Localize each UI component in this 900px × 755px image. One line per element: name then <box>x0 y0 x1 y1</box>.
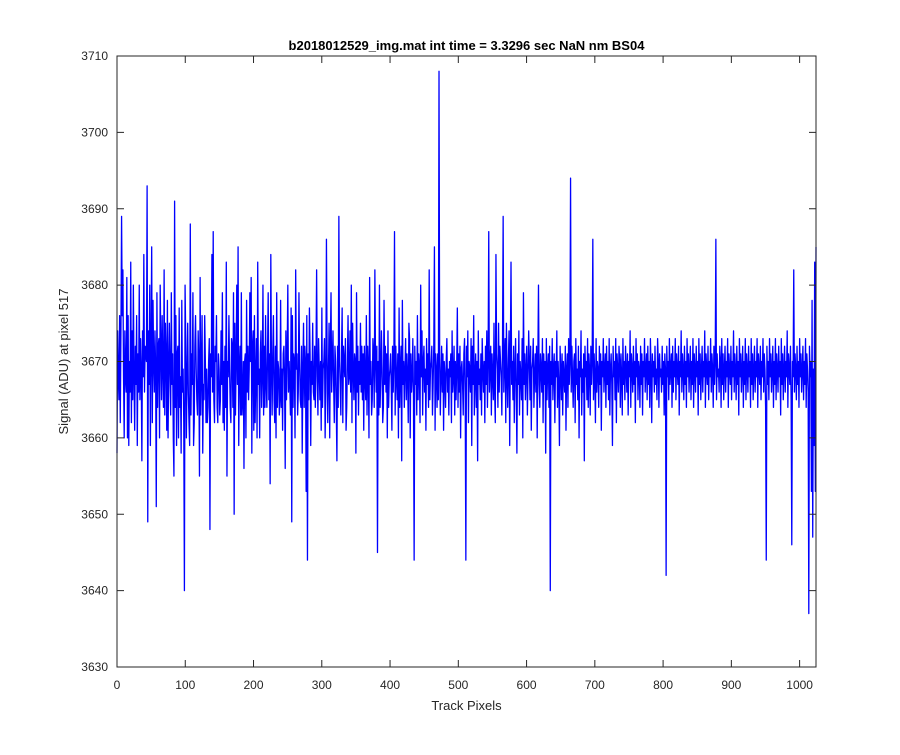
x-tick-label: 200 <box>244 678 264 692</box>
x-tick-label: 0 <box>114 678 121 692</box>
y-tick-label: 3650 <box>81 507 108 521</box>
x-tick-label: 300 <box>312 678 332 692</box>
x-axis: 0 100 200 300 400 500 600 700 800 900 1000 <box>114 56 813 692</box>
y-tick-label: 3710 <box>81 49 108 63</box>
x-tick-label: 1000 <box>786 678 813 692</box>
y-tick-label: 3640 <box>81 584 108 598</box>
y-axis: 3630 3640 3650 3660 3670 3680 3690 3700 3710 <box>81 49 816 674</box>
chart-title: b2018012529_img.mat int time = 3.3296 se… <box>289 38 646 53</box>
y-tick-label: 3670 <box>81 355 108 369</box>
y-tick-label: 3700 <box>81 125 108 139</box>
y-tick-label: 3660 <box>81 431 108 445</box>
y-tick-label: 3690 <box>81 202 108 216</box>
series-line <box>116 70 817 615</box>
x-tick-label: 400 <box>380 678 400 692</box>
x-tick-label: 500 <box>448 678 468 692</box>
x-axis-title: Track Pixels <box>431 698 502 713</box>
x-tick-label: 100 <box>175 678 195 692</box>
y-tick-label: 3680 <box>81 278 108 292</box>
series-layer <box>116 70 817 615</box>
x-tick-label: 700 <box>585 678 605 692</box>
y-tick-label: 3630 <box>81 660 108 674</box>
x-tick-label: 600 <box>517 678 537 692</box>
x-tick-label: 900 <box>721 678 741 692</box>
x-tick-label: 800 <box>653 678 673 692</box>
y-axis-title: Signal (ADU) at pixel 517 <box>56 289 71 435</box>
